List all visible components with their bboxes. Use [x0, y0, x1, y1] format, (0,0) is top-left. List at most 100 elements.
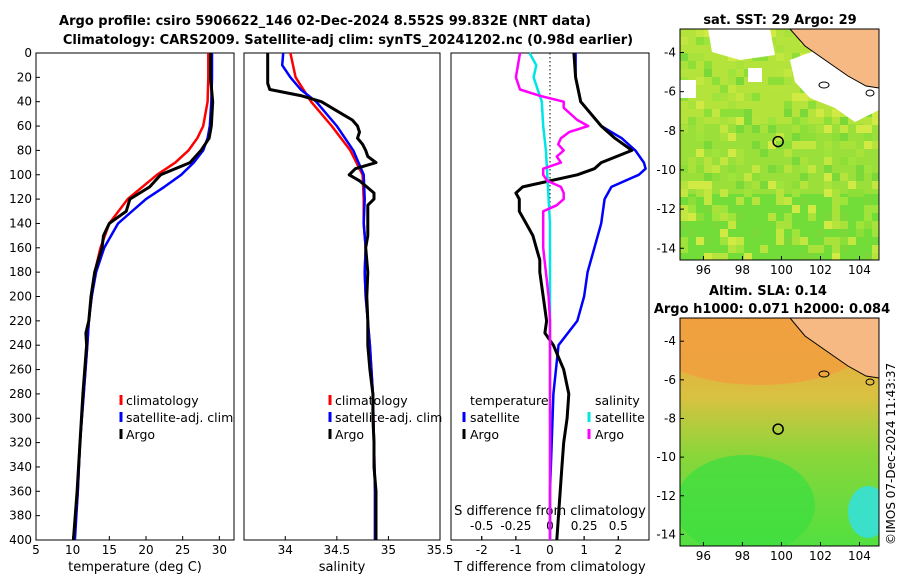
- sst-cell: [736, 61, 744, 69]
- sst-cell: [824, 221, 832, 229]
- legend-label: satellite-adj. clim: [126, 410, 233, 425]
- sst-cell: [800, 237, 808, 245]
- sst-cell: [704, 189, 712, 197]
- sst-cell: [848, 141, 856, 149]
- sst-cell: [696, 237, 704, 245]
- difference-panel: -2 -1 0 1 2 T difference from climatology -0.5…: [450, 52, 650, 575]
- sst-cell: [776, 45, 784, 53]
- sst-cell: [776, 181, 784, 189]
- sst-cell: [752, 125, 760, 133]
- x-tick-label: 34: [278, 543, 293, 557]
- sst-cell: [680, 37, 688, 45]
- sst-cell: [680, 245, 688, 253]
- sst-cell: [720, 213, 728, 221]
- sst-cell: [688, 157, 696, 165]
- sst-cell: [800, 133, 808, 141]
- sst-cell: [864, 141, 872, 149]
- sst-cell: [760, 125, 768, 133]
- x-tick-label: 10: [65, 543, 80, 557]
- sst-cell: [872, 109, 879, 117]
- sst-cell: [680, 237, 688, 245]
- map-x-tick-label: 104: [848, 263, 871, 277]
- x-tick-label: 0: [546, 543, 554, 557]
- y-tick-label: 220: [9, 314, 32, 328]
- sst-cell: [736, 157, 744, 165]
- sst-cell: [768, 213, 776, 221]
- sst-cell: [824, 165, 832, 173]
- sst-cell: [744, 117, 752, 125]
- sst-cell: [776, 77, 784, 85]
- sst-cell: [840, 157, 848, 165]
- sst-cell: [832, 133, 840, 141]
- sst-map-title: sat. SST: 29 Argo: 29: [703, 13, 856, 28]
- sst-cell: [840, 141, 848, 149]
- sst-cell: [704, 237, 712, 245]
- sst-cell: [776, 165, 784, 173]
- y-tick-label: 180: [9, 265, 32, 279]
- sst-cell: [872, 253, 879, 260]
- sst-cell: [712, 205, 720, 213]
- sst-cell: [840, 245, 848, 253]
- sst-cell: [696, 53, 704, 61]
- map-y-tick-label: -6: [664, 85, 676, 99]
- sst-cell: [840, 173, 848, 181]
- sst-cell: [760, 149, 768, 157]
- sst-map-axes: 96 98 100 102 104 -4 -6 -8 -10 -12 -14: [656, 45, 871, 277]
- map-x-tick-label: 102: [809, 549, 832, 563]
- sst-cell: [832, 237, 840, 245]
- sst-cell: [768, 141, 776, 149]
- sst-cell: [712, 93, 720, 101]
- sst-cell: [856, 221, 864, 229]
- sst-cell: [728, 85, 736, 93]
- sst-cell: [736, 77, 744, 85]
- sst-cell: [832, 189, 840, 197]
- sst-cell: [720, 125, 728, 133]
- sst-cell: [696, 37, 704, 45]
- sst-cell: [752, 173, 760, 181]
- legend-label: Argo: [595, 427, 624, 442]
- x-tick-label: 20: [138, 543, 153, 557]
- series-line: [514, 52, 590, 540]
- sst-cell: [808, 165, 816, 173]
- sst-cell: [792, 189, 800, 197]
- sst-cell: [728, 245, 736, 253]
- sst-cell: [840, 221, 848, 229]
- series-line: [514, 52, 634, 541]
- plot-frame: [243, 52, 441, 541]
- sst-cell: [808, 133, 816, 141]
- sst-cell: [688, 165, 696, 173]
- sst-cell: [824, 189, 832, 197]
- legend-label: satellite-adj. clim: [335, 410, 442, 425]
- sst-cell: [776, 53, 784, 61]
- sst-cell: [832, 221, 840, 229]
- sst-cell: [720, 205, 728, 213]
- sst-cell: [840, 229, 848, 237]
- sst-cell: [704, 141, 712, 149]
- map-x-tick-label: 100: [770, 263, 793, 277]
- sst-cell: [720, 85, 728, 93]
- sst-cell: [800, 101, 808, 109]
- sla-cyan-low: [848, 486, 879, 538]
- legend-salinity-header: salinity: [595, 393, 640, 408]
- sst-cell: [872, 205, 879, 213]
- x-axis-label: temperature (deg C): [68, 560, 202, 575]
- sst-map: [680, 29, 879, 260]
- sst-cell: [704, 253, 712, 260]
- sst-cell: [832, 197, 840, 205]
- sst-cell: [712, 173, 720, 181]
- sst-cell: [776, 189, 784, 197]
- sst-land: [789, 29, 879, 89]
- sst-cell: [776, 237, 784, 245]
- sst-cell: [848, 157, 856, 165]
- x-tick-label: 1: [580, 543, 588, 557]
- sst-cell: [768, 125, 776, 133]
- sst-cell: [704, 181, 712, 189]
- sst-cell: [848, 237, 856, 245]
- sst-cell: [824, 149, 832, 157]
- x-axis-label: T difference from climatology: [453, 560, 646, 575]
- sst-cell: [688, 213, 696, 221]
- y-tick-label: 20: [17, 70, 32, 84]
- sst-cell: [864, 133, 872, 141]
- sst-cell: [696, 101, 704, 109]
- sst-cell: [872, 173, 879, 181]
